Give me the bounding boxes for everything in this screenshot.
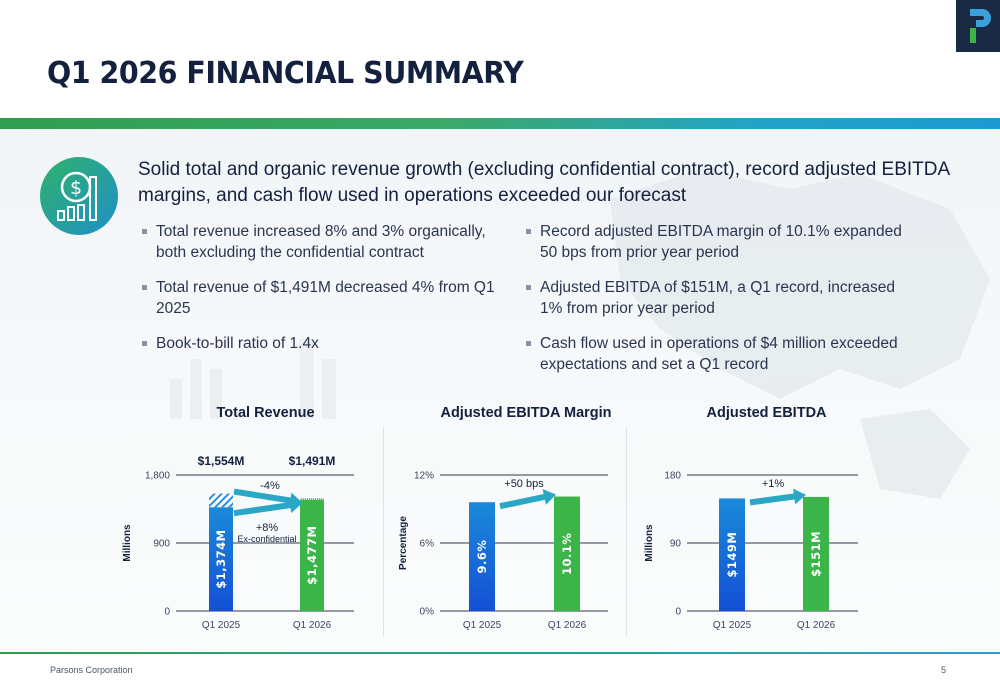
bar-confidential-q1-2026 <box>299 497 325 500</box>
chart-divider <box>626 427 627 637</box>
x-tick-label: Q1 2026 <box>548 620 587 631</box>
y-tick-label: 180 <box>664 471 681 482</box>
bar-value-label: $151M <box>809 531 823 577</box>
accent-bar <box>0 118 1000 129</box>
bar-q1-2026 <box>803 496 829 611</box>
bullet-list-right: Record adjusted EBITDA margin of 10.1% e… <box>524 221 914 389</box>
y-tick-label: 900 <box>153 539 170 550</box>
y-axis-label: Millions <box>122 524 133 562</box>
footer: Parsons Corporation 5 <box>0 652 1000 685</box>
change-label: +50 bps <box>504 478 544 490</box>
change-label: +1% <box>762 478 785 490</box>
y-tick-label: 12% <box>414 471 434 482</box>
x-tick-label: Q1 2025 <box>713 620 752 631</box>
bar-confidential-q1-2025 <box>209 493 233 508</box>
change-arrow-ex-confidential <box>233 497 302 517</box>
bar-value-label: $149M <box>725 532 739 578</box>
bar-q1-2025 <box>469 502 495 611</box>
ex-confidential-note: Ex-confidential <box>237 534 296 544</box>
bullet-item: Cash flow used in operations of $4 milli… <box>524 333 914 375</box>
bullet-item: Record adjusted EBITDA margin of 10.1% e… <box>524 221 914 263</box>
y-axis-label: Millions <box>644 524 655 562</box>
content-area: $ Solid total and organic revenue growth… <box>0 129 1000 652</box>
footer-line <box>0 652 1000 654</box>
x-tick-label: Q1 2026 <box>293 620 332 631</box>
bar-q1-2025 <box>209 507 233 611</box>
x-tick-label: Q1 2026 <box>797 620 836 631</box>
bar-q1-2026 <box>554 496 580 611</box>
bar-value-label: $1,374M <box>214 529 228 588</box>
page-number: 5 <box>941 665 947 675</box>
y-tick-label: 0 <box>675 607 681 618</box>
y-tick-label: 6% <box>420 539 435 550</box>
bar-q1-2026 <box>300 499 324 611</box>
page-title: Q1 2026 FINANCIAL SUMMARY <box>47 56 524 91</box>
chart-svg: Millions 0 900 1,800 $1,374M Q1 2025 $1,477M Q1… <box>122 454 354 631</box>
revenue-growth-icon: $ <box>40 157 118 235</box>
adjusted-ebitda-margin-chart: Adjusted EBITDA Margin Percentage 0% 6% 12%… <box>386 405 626 637</box>
total-label: $1,554M <box>198 454 245 468</box>
summary-headline: Solid total and organic revenue growth (… <box>138 159 950 206</box>
change-arrow <box>499 489 556 510</box>
bullet-item: Total revenue increased 8% and 3% organi… <box>140 221 510 263</box>
bar-value-label: $1,477M <box>305 526 319 585</box>
bar-q1-2025 <box>719 498 745 611</box>
chart-svg: Percentage 0% 6% 12% 9.6% Q1 2025 10.1% Q1 2026… <box>398 471 608 631</box>
bullet-item: Total revenue of $1,491M decreased 4% fr… <box>140 277 510 319</box>
change-label-ex-confidential: +8% <box>256 522 279 534</box>
chart-title: Adjusted EBITDA <box>706 405 827 421</box>
bullet-item: Book-to-bill ratio of 1.4x <box>140 333 510 354</box>
total-label: $1,491M <box>289 454 336 468</box>
y-tick-label: 1,800 <box>145 471 170 482</box>
y-tick-label: 90 <box>670 539 682 550</box>
change-arrow <box>749 488 806 506</box>
change-arrow-total <box>233 488 302 509</box>
y-tick-label: 0% <box>420 607 435 618</box>
bullet-list-left: Total revenue increased 8% and 3% organi… <box>140 221 510 368</box>
header: Q1 2026 FINANCIAL SUMMARY <box>0 0 1000 118</box>
bullet-item: Adjusted EBITDA of $151M, a Q1 record, i… <box>524 277 914 319</box>
chart-divider <box>383 427 384 637</box>
change-label-total: -4% <box>260 480 280 492</box>
chart-title: Adjusted EBITDA Margin <box>440 405 612 421</box>
svg-text:$: $ <box>70 177 82 199</box>
chart-svg: Millions 0 90 180 $149M Q1 2025 $151M Q1 2026 +1… <box>644 471 858 631</box>
bar-value-label: 9.6% <box>475 540 489 574</box>
footer-company: Parsons Corporation <box>50 665 133 675</box>
y-tick-label: 0 <box>164 607 170 618</box>
background-map-decoration <box>170 169 990 499</box>
y-axis-label: Percentage <box>398 516 409 570</box>
x-tick-label: Q1 2025 <box>463 620 502 631</box>
adjusted-ebitda-chart: Adjusted EBITDA Millions 0 90 180 $149M Q1 20… <box>630 405 870 637</box>
chart-title: Total Revenue <box>216 405 315 421</box>
parsons-logo <box>956 0 1000 52</box>
total-revenue-chart: Total Revenue Millions 0 900 1,800 $1,374M Q1… <box>118 405 383 637</box>
x-tick-label: Q1 2025 <box>202 620 241 631</box>
bar-value-label: 10.1% <box>560 533 574 575</box>
